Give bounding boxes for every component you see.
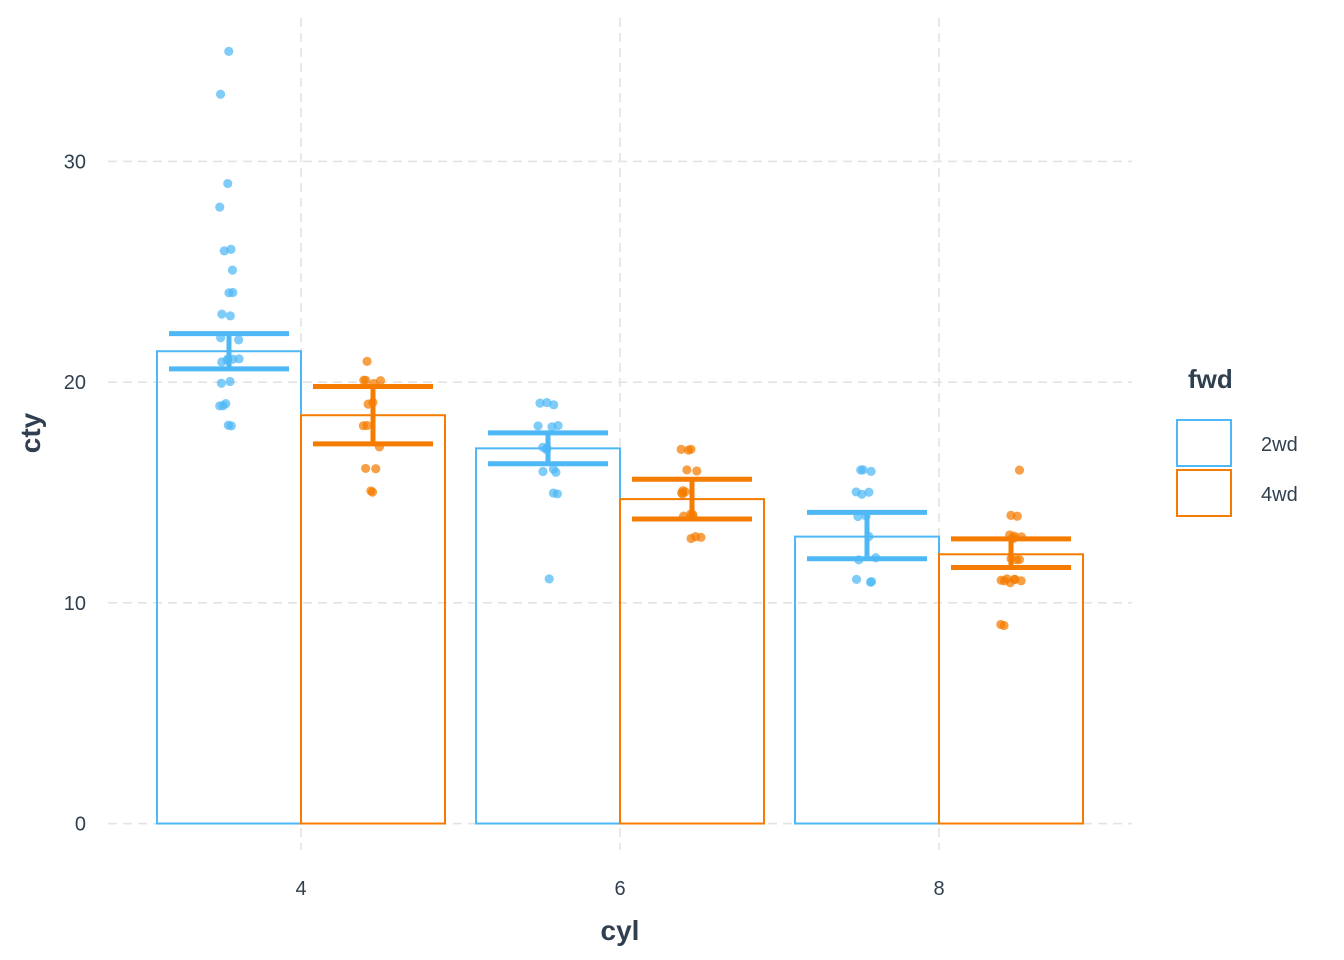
point-4wd-6-2: [683, 445, 694, 455]
point-2wd-8-5: [864, 487, 874, 497]
point-2wd-4-22: [218, 401, 228, 411]
y-tick-label-20: 20: [64, 372, 86, 394]
x-axis-ticks: 4 6 8: [295, 878, 944, 900]
x-tick-label-4: 4: [295, 878, 306, 900]
point-2wd-6-2: [542, 397, 552, 408]
y-tick-label-30: 30: [64, 151, 86, 173]
point-4wd-4-8: [362, 420, 372, 431]
point-2wd-4-9: [225, 311, 235, 321]
point-2wd-4-0: [224, 46, 234, 56]
point-4wd-4-2: [359, 375, 369, 385]
point-4wd-6-8: [677, 488, 687, 498]
legend-key-2wd: [1176, 419, 1232, 467]
point-4wd-4-6: [363, 399, 373, 409]
error-bars: [169, 331, 1071, 571]
legend-item-2wd: 2wd: [1176, 419, 1298, 467]
point-2wd-4-1: [215, 89, 226, 99]
point-2wd-8-2: [866, 466, 876, 476]
y-axis-title: cty: [15, 412, 46, 453]
x-tick-label-6: 6: [614, 878, 625, 900]
legend-label-4wd: 4wd: [1261, 484, 1298, 506]
point-2wd-4-18: [225, 376, 235, 387]
legend: fwd 2wd 4wd: [1176, 364, 1298, 517]
point-4wd-6-4: [682, 465, 692, 475]
bar-4wd-8: [938, 553, 1084, 825]
point-2wd-4-6: [227, 265, 238, 275]
x-axis-title: cyl: [601, 915, 640, 946]
point-2wd-6-12: [551, 467, 561, 477]
point-4wd-8-17: [1016, 576, 1026, 586]
point-2wd-6-1: [535, 398, 545, 408]
errorbar-4wd-8: [951, 536, 1071, 571]
point-2wd-4-19: [216, 378, 226, 388]
legend-label-2wd: 2wd: [1261, 434, 1298, 456]
point-2wd-8-11: [851, 574, 862, 584]
point-4wd-4-11: [371, 464, 381, 474]
y-tick-label-0: 0: [75, 814, 86, 836]
point-2wd-8-1: [856, 465, 866, 475]
point-4wd-8-10: [1014, 554, 1025, 565]
point-4wd-8-19: [999, 620, 1009, 631]
point-4wd-6-14: [696, 532, 706, 542]
point-2wd-4-2: [223, 178, 233, 189]
bars: [156, 350, 1084, 825]
point-4wd-8-0: [1014, 465, 1025, 475]
point-4wd-4-13: [367, 487, 378, 497]
point-2wd-6-15: [544, 574, 554, 584]
point-4wd-8-16: [1002, 574, 1012, 584]
point-4wd-8-2: [1012, 511, 1022, 521]
point-4wd-4-4: [375, 376, 386, 386]
bar-2wd-6: [475, 447, 621, 825]
errorbar-2wd-8: [807, 509, 927, 562]
point-2wd-6-14: [548, 488, 559, 498]
point-4wd-6-0: [676, 444, 686, 454]
point-4wd-6-3: [692, 466, 702, 476]
point-4wd-4-10: [361, 463, 371, 474]
point-2wd-6-5: [553, 420, 563, 431]
legend-key-4wd: [1176, 469, 1232, 517]
point-2wd-4-5: [219, 246, 229, 256]
point-4wd-6-15: [686, 533, 696, 544]
errorbar-2wd-4: [169, 331, 289, 372]
legend-keys: 2wd 4wd: [1176, 419, 1298, 517]
point-2wd-4-8: [228, 287, 238, 298]
point-2wd-6-3: [533, 421, 543, 431]
jitter-points: [215, 46, 1026, 631]
bar-4wd-4: [300, 414, 446, 825]
point-2wd-6-9: [538, 442, 548, 452]
errorbar-4wd-6: [632, 476, 752, 522]
point-2wd-4-10: [217, 309, 227, 319]
errorbar-4wd-4: [313, 384, 433, 447]
point-2wd-6-11: [538, 466, 548, 477]
bar-4wd-6: [619, 498, 765, 825]
errorbar-2wd-6: [488, 430, 608, 467]
point-4wd-4-0: [362, 356, 372, 366]
x-tick-label-8: 8: [933, 878, 944, 900]
point-2wd-4-24: [226, 421, 236, 431]
point-2wd-8-4: [851, 487, 861, 497]
y-tick-label-10: 10: [64, 593, 86, 615]
point-2wd-4-3: [215, 202, 225, 212]
point-2wd-8-13: [865, 577, 876, 587]
y-axis-ticks: 0 10 20 30: [64, 151, 86, 835]
point-2wd-4-11: [234, 335, 244, 345]
legend-item-4wd: 4wd: [1176, 469, 1298, 517]
legend-title: fwd: [1188, 364, 1233, 394]
